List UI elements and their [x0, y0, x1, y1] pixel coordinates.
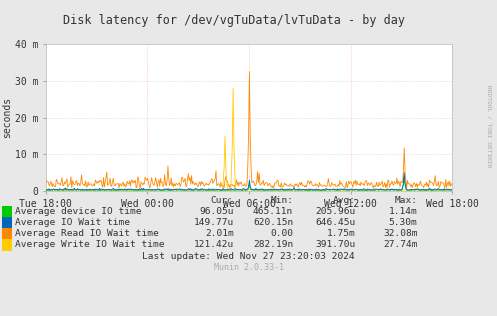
Text: 2.01m: 2.01m — [205, 229, 234, 238]
Text: 620.15n: 620.15n — [253, 218, 293, 227]
Text: Avg:: Avg: — [332, 196, 355, 205]
Text: 465.11n: 465.11n — [253, 207, 293, 216]
Text: 391.70u: 391.70u — [315, 240, 355, 249]
Text: 121.42u: 121.42u — [193, 240, 234, 249]
Text: 646.45u: 646.45u — [315, 218, 355, 227]
Text: Min:: Min: — [270, 196, 293, 205]
Text: 205.96u: 205.96u — [315, 207, 355, 216]
Text: Munin 2.0.33-1: Munin 2.0.33-1 — [214, 263, 283, 271]
Text: Last update: Wed Nov 27 23:20:03 2024: Last update: Wed Nov 27 23:20:03 2024 — [142, 252, 355, 261]
Text: 1.14m: 1.14m — [389, 207, 417, 216]
Text: Disk latency for /dev/vgTuData/lvTuData - by day: Disk latency for /dev/vgTuData/lvTuData … — [63, 14, 405, 27]
Text: 1.75m: 1.75m — [327, 229, 355, 238]
Y-axis label: seconds: seconds — [2, 97, 12, 138]
Text: 27.74m: 27.74m — [383, 240, 417, 249]
Text: Max:: Max: — [395, 196, 417, 205]
Text: 0.00: 0.00 — [270, 229, 293, 238]
Text: Average Read IO Wait time: Average Read IO Wait time — [15, 229, 159, 238]
Text: Average IO Wait time: Average IO Wait time — [15, 218, 130, 227]
Text: 96.05u: 96.05u — [199, 207, 234, 216]
Text: Average Write IO Wait time: Average Write IO Wait time — [15, 240, 165, 249]
Text: 5.30m: 5.30m — [389, 218, 417, 227]
Text: Average device IO time: Average device IO time — [15, 207, 142, 216]
Text: Cur:: Cur: — [211, 196, 234, 205]
Text: 32.08m: 32.08m — [383, 229, 417, 238]
Text: RRDTOOL / TOBI OETIKER: RRDTOOL / TOBI OETIKER — [487, 85, 492, 168]
Text: 282.19n: 282.19n — [253, 240, 293, 249]
Text: 149.77u: 149.77u — [193, 218, 234, 227]
